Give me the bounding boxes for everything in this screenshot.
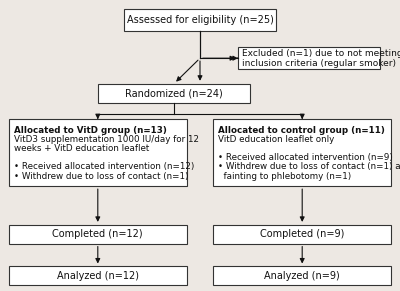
Text: Completed (n=9): Completed (n=9) bbox=[260, 229, 344, 239]
Text: Analyzed (n=12): Analyzed (n=12) bbox=[57, 271, 139, 281]
Text: Randomized (n=24): Randomized (n=24) bbox=[125, 88, 223, 98]
FancyBboxPatch shape bbox=[213, 119, 391, 186]
Text: Assessed for eligibility (n=25): Assessed for eligibility (n=25) bbox=[126, 15, 274, 25]
Text: Excluded (n=1) due to not meeting
inclusion criteria (regular smoker): Excluded (n=1) due to not meeting inclus… bbox=[242, 49, 400, 68]
FancyBboxPatch shape bbox=[213, 225, 391, 244]
Text: Allocated to VitD group (n=13): Allocated to VitD group (n=13) bbox=[14, 126, 166, 134]
Text: • Withdrew due to loss of contact (n=1): • Withdrew due to loss of contact (n=1) bbox=[14, 172, 188, 181]
FancyBboxPatch shape bbox=[9, 267, 187, 285]
Text: fainting to phlebotomy (n=1): fainting to phlebotomy (n=1) bbox=[218, 172, 351, 181]
FancyBboxPatch shape bbox=[9, 225, 187, 244]
Text: Analyzed (n=9): Analyzed (n=9) bbox=[264, 271, 340, 281]
Text: • Withdrew due to loss of contact (n=1) and: • Withdrew due to loss of contact (n=1) … bbox=[218, 162, 400, 171]
FancyBboxPatch shape bbox=[124, 9, 276, 31]
FancyBboxPatch shape bbox=[238, 47, 380, 69]
FancyBboxPatch shape bbox=[98, 84, 250, 102]
Text: weeks + VitD education leaflet: weeks + VitD education leaflet bbox=[14, 144, 149, 153]
FancyBboxPatch shape bbox=[9, 119, 187, 186]
Text: • Received allocated intervention (n=9): • Received allocated intervention (n=9) bbox=[218, 153, 393, 162]
Text: VitD3 supplementation 1000 IU/day for 12: VitD3 supplementation 1000 IU/day for 12 bbox=[14, 135, 198, 144]
FancyBboxPatch shape bbox=[213, 267, 391, 285]
Text: Completed (n=12): Completed (n=12) bbox=[52, 229, 143, 239]
Text: Allocated to control group (n=11): Allocated to control group (n=11) bbox=[218, 126, 385, 134]
Text: VitD education leaflet only: VitD education leaflet only bbox=[218, 135, 334, 144]
Text: • Received allocated intervention (n=12): • Received allocated intervention (n=12) bbox=[14, 162, 194, 171]
